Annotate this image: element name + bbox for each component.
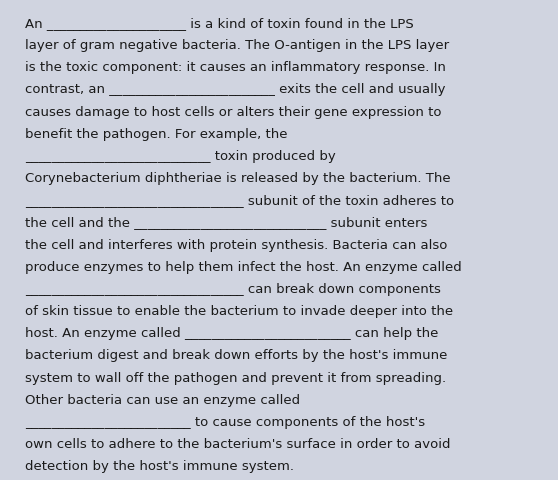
Text: _________________________________ subunit of the toxin adheres to: _________________________________ subuni… — [25, 194, 454, 207]
Text: is the toxic component: it causes an inflammatory response. In: is the toxic component: it causes an inf… — [25, 61, 446, 74]
Text: _________________________________ can break down components: _________________________________ can br… — [25, 282, 441, 295]
Text: An _____________________ is a kind of toxin found in the LPS: An _____________________ is a kind of to… — [25, 17, 414, 30]
Text: system to wall off the pathogen and prevent it from spreading.: system to wall off the pathogen and prev… — [25, 371, 446, 384]
Text: the cell and the _____________________________ subunit enters: the cell and the _______________________… — [25, 216, 427, 229]
Text: benefit the pathogen. For example, the: benefit the pathogen. For example, the — [25, 127, 287, 141]
Text: own cells to adhere to the bacterium's surface in order to avoid: own cells to adhere to the bacterium's s… — [25, 437, 451, 450]
Text: detection by the host's immune system.: detection by the host's immune system. — [25, 459, 294, 472]
Text: contrast, an _________________________ exits the cell and usually: contrast, an _________________________ e… — [25, 83, 446, 96]
Text: Corynebacterium diphtheriae is released by the bacterium. The: Corynebacterium diphtheriae is released … — [25, 172, 451, 185]
Text: causes damage to host cells or alters their gene expression to: causes damage to host cells or alters th… — [25, 105, 441, 118]
Text: layer of gram negative bacteria. The O-antigen in the LPS layer: layer of gram negative bacteria. The O-a… — [25, 39, 449, 52]
Text: ____________________________ toxin produced by: ____________________________ toxin produ… — [25, 150, 336, 163]
Text: the cell and interferes with protein synthesis. Bacteria can also: the cell and interferes with protein syn… — [25, 238, 448, 251]
Text: Other bacteria can use an enzyme called: Other bacteria can use an enzyme called — [25, 393, 300, 406]
Text: host. An enzyme called _________________________ can help the: host. An enzyme called _________________… — [25, 326, 439, 339]
Text: of skin tissue to enable the bacterium to invade deeper into the: of skin tissue to enable the bacterium t… — [25, 304, 453, 317]
Text: _________________________ to cause components of the host's: _________________________ to cause compo… — [25, 415, 425, 428]
Text: bacterium digest and break down efforts by the host's immune: bacterium digest and break down efforts … — [25, 348, 448, 361]
Text: produce enzymes to help them infect the host. An enzyme called: produce enzymes to help them infect the … — [25, 260, 462, 273]
